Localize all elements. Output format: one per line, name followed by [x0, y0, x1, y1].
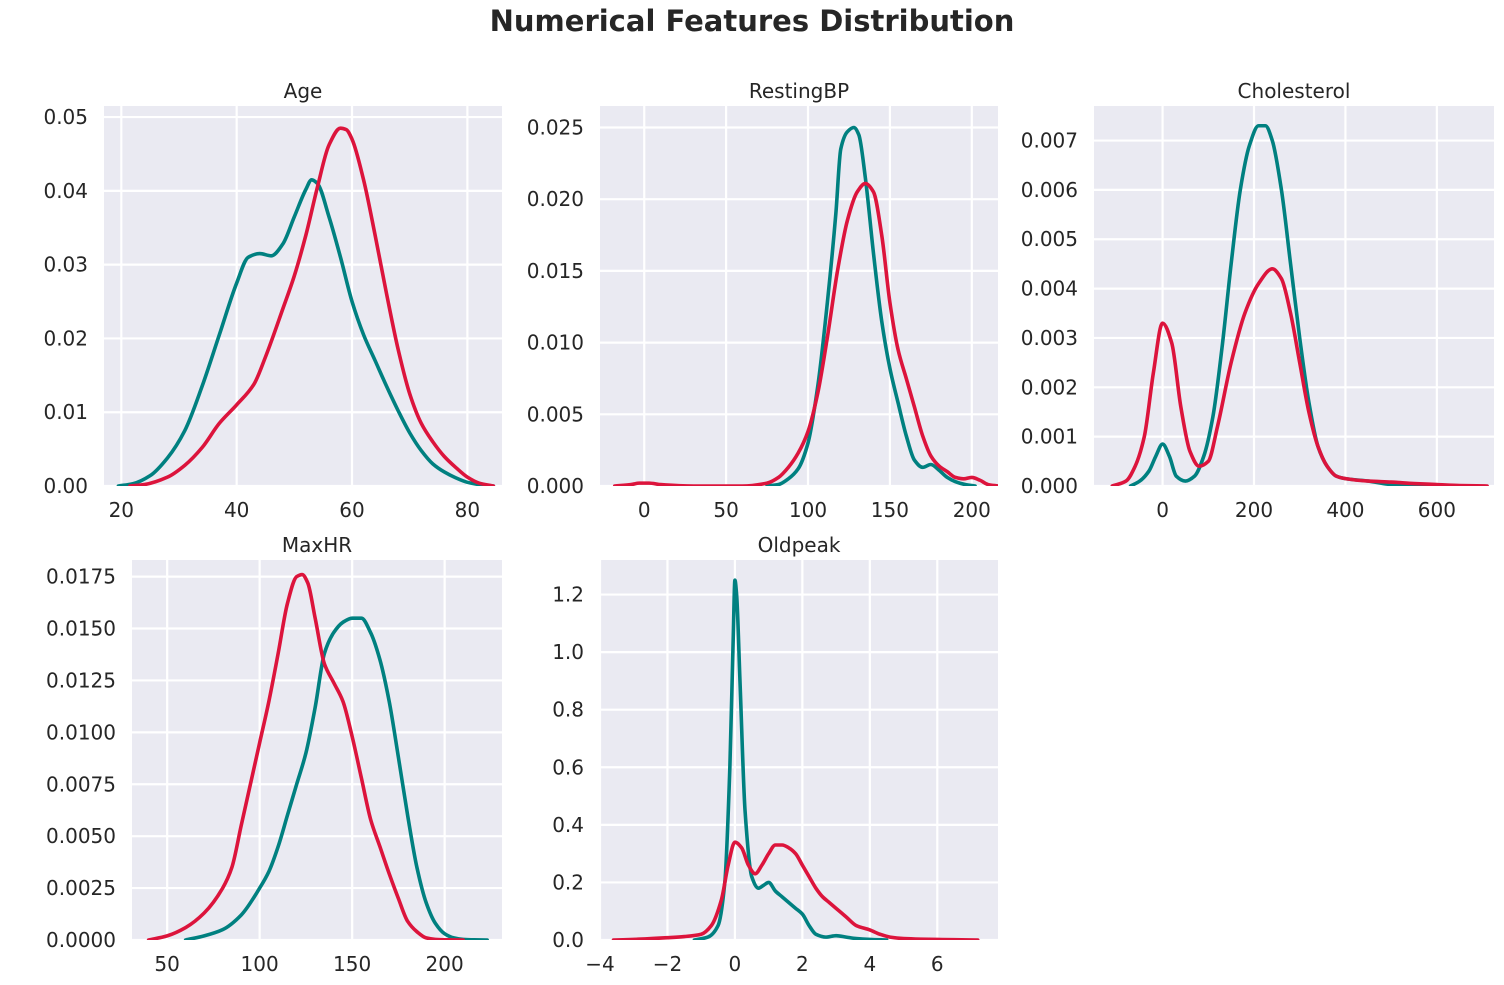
y-tick-label: 0.0000: [46, 928, 116, 952]
y-tick-label: 0.4: [552, 813, 584, 837]
x-tick-label: 100: [789, 498, 827, 522]
plot-area: [132, 560, 502, 940]
subplot-2: 0 200 400 600 0.000 0.001 0.002 0.003 0.004 0.005…: [1021, 79, 1494, 522]
x-tick-label: 100: [241, 952, 279, 976]
plot-area: [600, 560, 998, 940]
y-tick-label: 0.003: [1021, 326, 1078, 350]
y-tick-label: 0.0125: [46, 668, 116, 692]
x-tick-label: 80: [455, 498, 480, 522]
y-tick-label: 0.020: [527, 187, 584, 211]
y-tick-label: 0.8: [552, 698, 584, 722]
y-tick-label: 0.0: [552, 928, 584, 952]
x-tick-label: 4: [863, 952, 876, 976]
y-tick-label: 0.015: [527, 259, 584, 283]
x-tick-label: 0: [729, 952, 742, 976]
x-tick-label: 60: [339, 498, 364, 522]
y-tick-label: 0.2: [552, 870, 584, 894]
subplot-3: 50 100 150 200 0.0000 0.0025 0.0050 0.0075 0.010…: [46, 533, 502, 976]
subplot-0: 20 40 60 80 0.00 0.01 0.02 0.03 0.04 0.05 Age: [43, 79, 502, 522]
plot-area: [104, 106, 502, 486]
y-tick-label: 1.2: [552, 583, 584, 607]
y-tick-label: 0.004: [1021, 277, 1078, 301]
y-tick-label: 0.006: [1021, 178, 1078, 202]
y-tick-label: 0.00: [43, 474, 88, 498]
series-line-1: [1110, 267, 1489, 486]
series-line-0: [183, 616, 489, 940]
x-tick-label: 50: [154, 952, 179, 976]
y-tick-label: 0.0025: [46, 876, 116, 900]
y-tick-label: 0.010: [527, 331, 584, 355]
y-tick-label: 0.000: [1021, 474, 1078, 498]
y-tick-label: 0.0100: [46, 720, 116, 744]
series-line-1: [611, 840, 980, 940]
x-tick-label: 200: [1235, 498, 1273, 522]
x-tick-label: 600: [1418, 498, 1456, 522]
y-tick-label: 0.03: [43, 253, 88, 277]
figure-title: Numerical Features Distribution: [489, 4, 1015, 38]
y-tick-label: 0.007: [1021, 129, 1078, 153]
x-tick-label: 200: [953, 498, 991, 522]
subplot-title: Cholesterol: [1238, 79, 1351, 103]
subplot-4: −4 −2 0 2 4 6 0.0 0.2 0.4 0.6 0.8 1.0 1.2 Oldpeak: [552, 533, 998, 976]
subplot-title: RestingBP: [749, 79, 849, 103]
series-line-0: [765, 125, 977, 486]
x-tick-label: 20: [109, 498, 134, 522]
y-tick-label: 0.0050: [46, 824, 116, 848]
x-tick-label: 6: [931, 952, 944, 976]
y-tick-label: 0.000: [527, 474, 584, 498]
series-line-0: [692, 578, 889, 940]
subplot-1: 0 50 100 150 200 0.000 0.005 0.010 0.015 0.020 0.0…: [527, 79, 998, 522]
y-tick-label: 0.0175: [46, 565, 116, 589]
series-line-1: [612, 181, 998, 486]
x-tick-label: 200: [426, 952, 464, 976]
subplot-title: Oldpeak: [758, 533, 841, 557]
y-tick-label: 0.001: [1021, 425, 1078, 449]
y-tick-label: 0.005: [527, 402, 584, 426]
x-tick-label: 400: [1326, 498, 1364, 522]
y-tick-label: 0.04: [43, 179, 88, 203]
y-tick-label: 0.025: [527, 116, 584, 140]
x-tick-label: 0: [638, 498, 651, 522]
y-tick-label: 0.6: [552, 755, 584, 779]
x-tick-label: −2: [653, 952, 682, 976]
y-tick-label: 0.05: [43, 105, 88, 129]
x-tick-label: 50: [713, 498, 738, 522]
y-tick-label: 0.01: [43, 400, 88, 424]
series-line-1: [146, 572, 465, 940]
x-tick-label: 40: [224, 498, 249, 522]
series-line-1: [128, 126, 496, 486]
y-tick-label: 0.02: [43, 326, 88, 350]
x-tick-label: 2: [796, 952, 809, 976]
x-tick-label: −4: [585, 952, 614, 976]
x-tick-label: 150: [871, 498, 909, 522]
y-tick-label: 0.0075: [46, 772, 116, 796]
y-tick-label: 0.0150: [46, 617, 116, 641]
y-tick-label: 1.0: [552, 640, 584, 664]
y-tick-label: 0.002: [1021, 375, 1078, 399]
x-tick-label: 150: [333, 952, 371, 976]
subplot-title: Age: [284, 79, 323, 103]
x-tick-label: 0: [1156, 498, 1169, 522]
y-tick-label: 0.005: [1021, 227, 1078, 251]
plot-area: [600, 106, 998, 486]
subplot-title: MaxHR: [282, 533, 352, 557]
